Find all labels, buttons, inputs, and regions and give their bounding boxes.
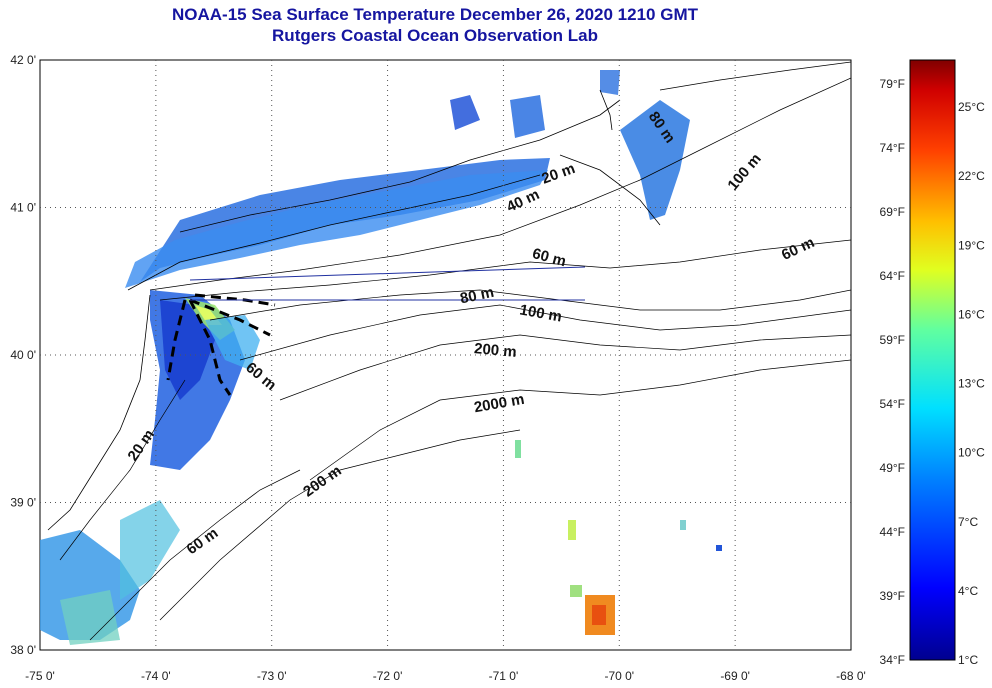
colorbar-fahrenheit-label: 74°F [880,141,905,155]
contour-label: 200 m [473,340,517,361]
lon-tick-label: -75 0' [25,669,55,683]
graticule [40,60,851,650]
colorbar-celsius-label: 25°C [958,100,985,114]
lon-tick-label: -70 0' [604,669,634,683]
colorbar-fahrenheit-label: 64°F [880,269,905,283]
coastline [47,61,851,531]
map-subtitle: Rutgers Coastal Ocean Observation Lab [272,26,598,45]
latitude-ticks: 42 0' 41 0' 40 0' 39 0' 38 0' [10,53,36,657]
colorbar-celsius-labels: 25°C 22°C 19°C 16°C 13°C 10°C 7°C 4°C 1°C [958,100,985,667]
colorbar-celsius-label: 19°C [958,238,985,252]
colorbar-celsius-label: 1°C [958,653,978,667]
colorbar-fahrenheit-label: 54°F [880,397,905,411]
colorbar-fahrenheit-labels: 79°F 74°F 69°F 64°F 59°F 54°F 49°F 44°F 39°F 34°F [880,77,905,667]
map-title: NOAA-15 Sea Surface Temperature December… [172,5,698,24]
colorbar-celsius-label: 22°C [958,169,985,183]
lon-tick-label: -69 0' [720,669,750,683]
lon-tick-label: -71 0' [489,669,519,683]
lat-tick-label: 41 0' [10,201,36,215]
lon-tick-label: -74 0' [141,669,171,683]
bathymetry-contours [59,77,851,641]
lon-tick-label: -73 0' [257,669,287,683]
colorbar-fahrenheit-label: 59°F [880,333,905,347]
longitude-ticks: -75 0' -74 0' -73 0' -72 0' -71 0' -70 0' -69 … [25,669,866,683]
colorbar-celsius-label: 16°C [958,307,985,321]
colorbar [909,59,956,661]
colorbar-fahrenheit-label: 39°F [880,589,905,603]
lat-tick-label: 40 0' [10,348,36,362]
colorbar-fahrenheit-label: 44°F [880,525,905,539]
colorbar-fahrenheit-label: 79°F [880,77,905,91]
contour-label: 80 m [459,284,496,308]
lon-tick-label: -72 0' [373,669,403,683]
lat-tick-label: 38 0' [10,643,36,657]
lon-tick-label: -68 0' [836,669,866,683]
sst-pixels [40,70,722,645]
colorbar-celsius-label: 13°C [958,377,985,391]
lat-tick-label: 42 0' [10,53,36,67]
colorbar-celsius-label: 10°C [958,446,985,460]
lat-tick-label: 39 0' [10,496,36,510]
colorbar-celsius-label: 7°C [958,515,978,529]
colorbar-fahrenheit-label: 34°F [880,653,905,667]
colorbar-fahrenheit-label: 69°F [880,205,905,219]
colorbar-fahrenheit-label: 49°F [880,461,905,475]
colorbar-celsius-label: 4°C [958,584,978,598]
